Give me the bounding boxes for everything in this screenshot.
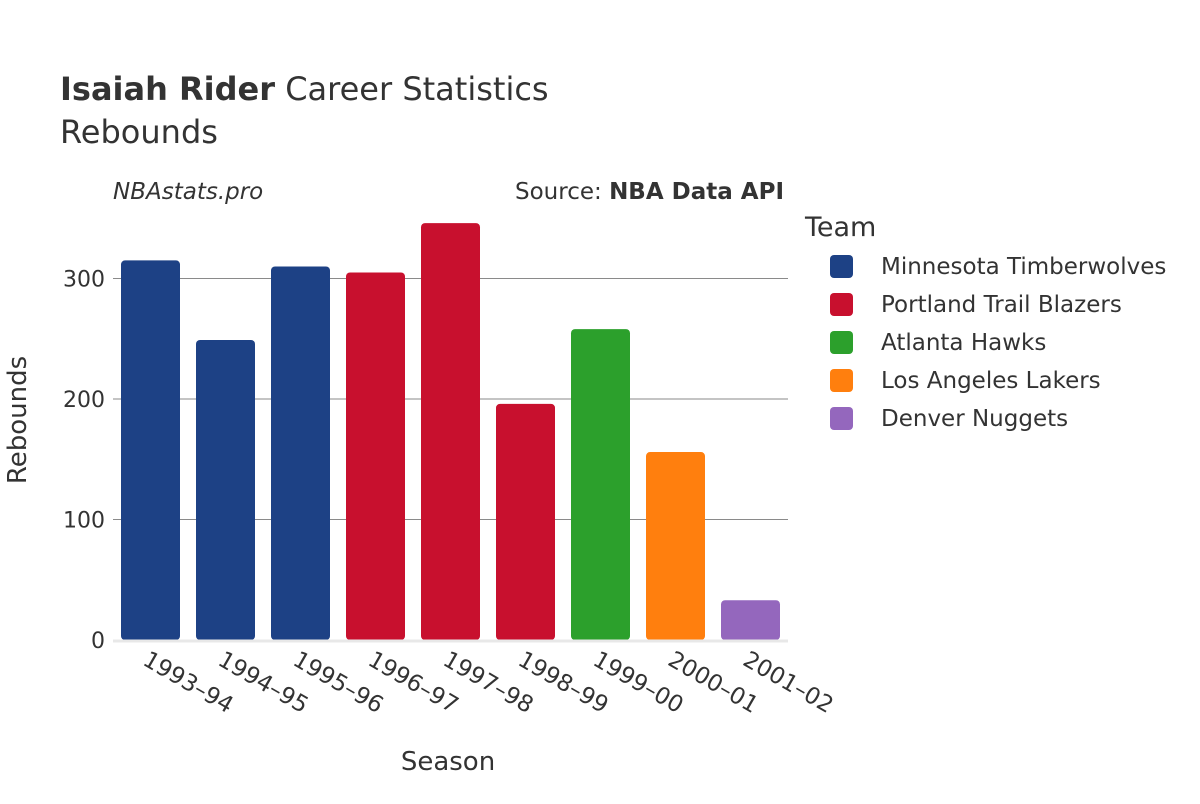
legend-title: Team [804, 212, 876, 243]
watermark-text: NBAstats.pro [113, 179, 263, 205]
bar-1994–95 [196, 339, 255, 640]
legend-swatch [830, 407, 853, 430]
bar-2000–01 [646, 452, 705, 640]
legend-label: Los Angeles Lakers [881, 368, 1101, 394]
legend-swatch [830, 293, 853, 316]
legend-label: Denver Nuggets [881, 406, 1068, 432]
source-name: NBA Data API [609, 179, 784, 205]
legend-label: Portland Trail Blazers [881, 292, 1122, 318]
legend: Minnesota Timberwolves Portland Trail Bla… [830, 254, 1166, 432]
bar-1998–99 [496, 403, 555, 640]
legend-swatch [830, 331, 853, 354]
x-axis-title: Season [401, 747, 495, 777]
bar-1996–97 [346, 272, 405, 640]
bar-2001–02 [721, 600, 780, 640]
bar-1995–96 [271, 266, 330, 640]
chart-title-player: Isaiah Rider [60, 70, 275, 108]
source-credit: Source: NBA Data API [515, 179, 784, 205]
legend-swatch [830, 369, 853, 392]
source-prefix: Source: [515, 179, 609, 205]
y-axis-title: Rebounds [3, 356, 33, 484]
legend-label: Minnesota Timberwolves [881, 254, 1166, 280]
y-tick-label: 0 [91, 629, 105, 654]
bar-1993–94 [121, 260, 180, 640]
bars [121, 223, 780, 640]
bar-1999–00 [571, 329, 630, 640]
axes: 01002003001993–941994–951995–961996–9719… [63, 268, 838, 719]
y-tick-label: 300 [63, 268, 105, 293]
chart-title: Isaiah Rider Career Statistics [60, 70, 549, 108]
chart-title-rest: Career Statistics [275, 70, 549, 108]
chart-subtitle: Rebounds [60, 113, 218, 151]
y-tick-label: 100 [63, 509, 105, 534]
y-tick-label: 200 [63, 388, 105, 413]
legend-swatch [830, 255, 853, 278]
legend-label: Atlanta Hawks [881, 330, 1046, 356]
bar-1997–98 [421, 223, 480, 640]
